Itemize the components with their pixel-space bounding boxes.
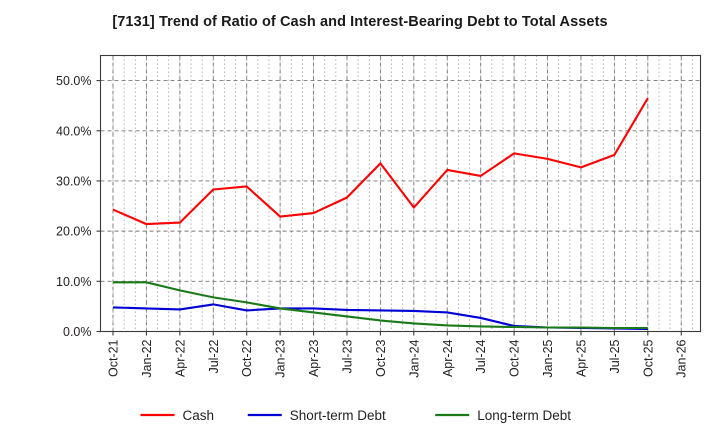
x-axis-tick-label: Jan-22: [140, 339, 154, 377]
x-axis-tick-label: Oct-23: [374, 339, 388, 377]
series-line-cash: [112, 97, 649, 226]
series-lines: [112, 97, 649, 331]
grid-major-horizontal-lines: [100, 80, 701, 282]
chart-title: [7131] Trend of Ratio of Cash and Intere…: [112, 14, 608, 30]
x-axis-tick-label: Jan-23: [274, 339, 288, 377]
x-axis-tick-label: Jan-25: [541, 339, 555, 377]
legend-item-label[interactable]: Cash: [183, 408, 215, 423]
y-axis-tick-label: 10.0%: [56, 275, 91, 289]
grid-major-vertical-lines: [112, 55, 682, 332]
x-axis-tick-label: Jul-22: [207, 339, 221, 373]
x-axis-tick-label: Jul-23: [340, 339, 354, 373]
x-axis-tick-label: Oct-21: [107, 339, 121, 377]
series-line-long-term-debt: [113, 281, 648, 330]
x-axis-tick-label: Apr-23: [307, 339, 321, 377]
x-axis-tick-label: Apr-25: [574, 339, 588, 377]
y-axis-tick-label: 20.0%: [56, 225, 91, 239]
x-axis-tick-labels: Oct-21 Jan-22 Apr-22 Jul-22 Oct-22 Jan-23 Apr-…: [107, 331, 689, 378]
x-axis-tick-label: Jul-24: [474, 339, 488, 373]
x-axis-tick-label: Oct-24: [508, 339, 522, 377]
y-axis-tick-label: 40.0%: [56, 124, 91, 138]
y-axis-tick-label: 30.0%: [56, 174, 91, 188]
y-axis-tick-label: 0.0%: [63, 325, 92, 339]
y-axis-tick-label: 50.0%: [56, 74, 91, 88]
x-axis-tick-label: Oct-22: [240, 339, 254, 377]
chart-legend: Cash Short-term Debt Long-term Debt: [140, 408, 571, 423]
x-axis-tick-label: Jan-24: [407, 339, 421, 377]
x-axis-tick-label: Apr-22: [173, 339, 187, 377]
y-axis-tick-labels: 0.0% 10.0% 20.0% 30.0% 40.0% 50.0%: [56, 74, 101, 339]
x-axis-tick-label: Jul-25: [608, 339, 622, 373]
x-axis-tick-label: Oct-25: [641, 339, 655, 377]
legend-item-label[interactable]: Long-term Debt: [477, 408, 571, 423]
plot-frame: [99, 54, 702, 333]
legend-item-label[interactable]: Short-term Debt: [290, 408, 386, 423]
x-axis-tick-label: Apr-24: [441, 339, 455, 377]
x-axis-tick-label: Jan-26: [675, 339, 689, 377]
